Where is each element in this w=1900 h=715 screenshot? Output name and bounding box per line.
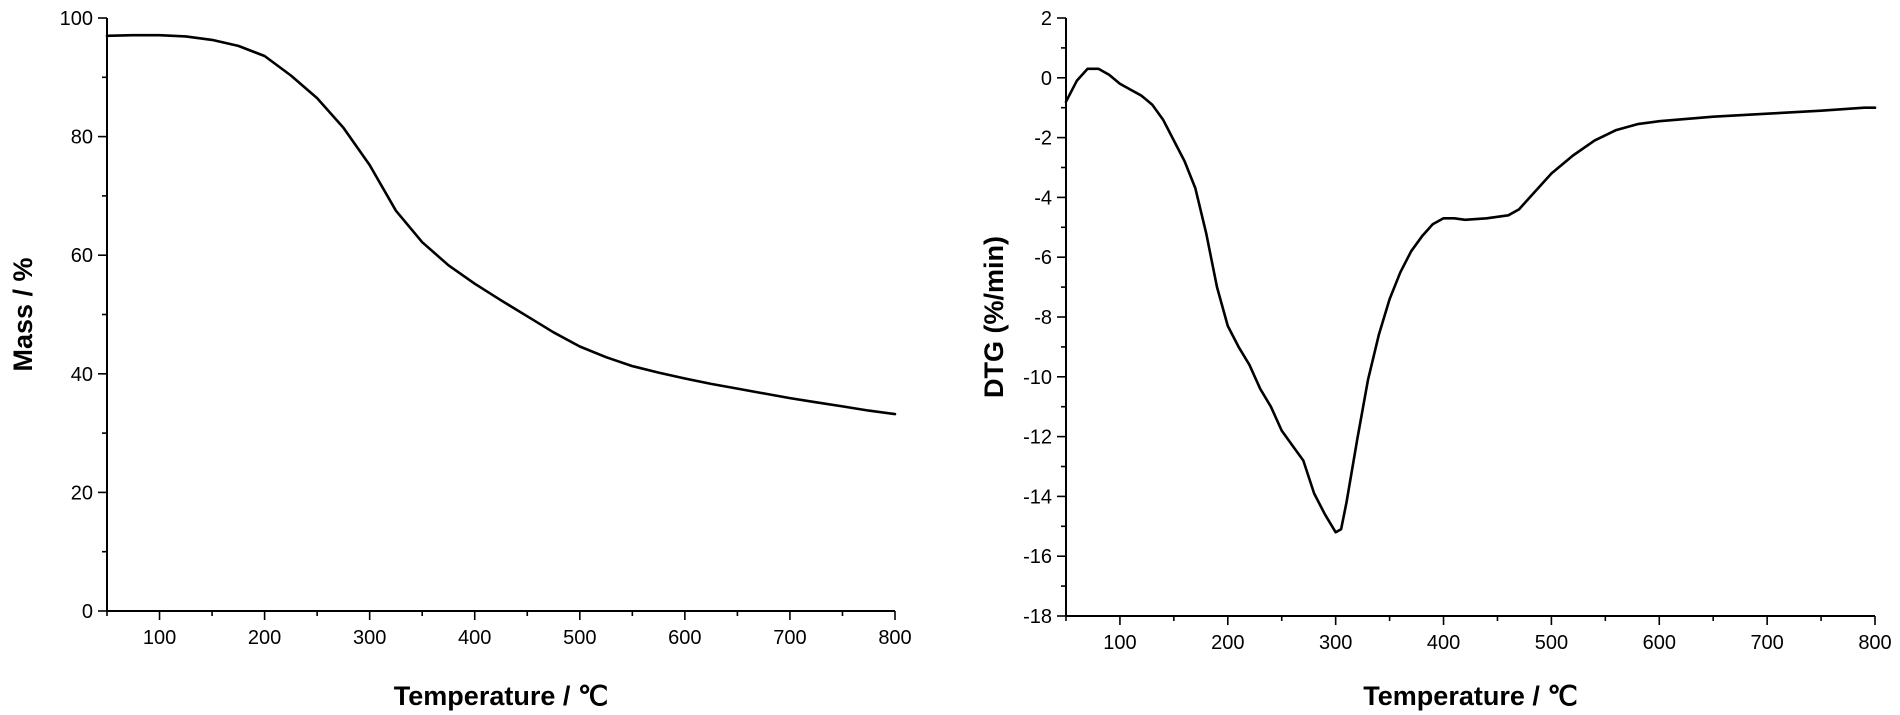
mass-y-tick-label: 80: [71, 127, 93, 149]
mass-y-tick-label: 0: [82, 601, 93, 623]
mass-x-tick-label: 500: [563, 627, 596, 649]
dtg-y-tick-label: 0: [1041, 68, 1052, 90]
mass-y-tick-label: 40: [71, 364, 93, 386]
dtg-x-tick-label: 500: [1535, 632, 1568, 654]
dtg-y-tick-label: -6: [1034, 247, 1052, 269]
mass-y-tick-label: 100: [60, 8, 93, 30]
dtg-y-tick-label: -2: [1034, 128, 1052, 150]
mass-chart: Temperature / ℃ Mass / % 100 200 300 400 500…: [8, 8, 912, 711]
dtg-x-tick-label: 300: [1319, 632, 1352, 654]
mass-x-tick-label: 100: [143, 627, 176, 649]
dtg-series-line: [1064, 67, 1877, 534]
dtg-y-tick-label: -8: [1034, 307, 1052, 329]
mass-x-tick-label: 300: [353, 627, 386, 649]
dtg-y-tick-label: -18: [1023, 606, 1052, 628]
dtg-y-tick-label: 2: [1041, 8, 1052, 30]
dtg-y-axis-title: DTG (%/min): [979, 236, 1009, 398]
dtg-x-tick-label: 100: [1103, 632, 1136, 654]
dtg-x-tick-label: 400: [1427, 632, 1460, 654]
dtg-y-tick-label: -14: [1023, 486, 1052, 508]
dtg-x-axis-title: Temperature / ℃: [1363, 681, 1577, 711]
mass-x-tick-label: 800: [878, 627, 911, 649]
mass-x-tick-label: 400: [458, 627, 491, 649]
mass-x-tick-label: 700: [773, 627, 806, 649]
dtg-x-tick-label: 600: [1643, 632, 1676, 654]
dtg-x-tick-label: 700: [1750, 632, 1783, 654]
dtg-x-tick-label: 200: [1211, 632, 1244, 654]
mass-x-tick-label: 600: [668, 627, 701, 649]
dtg-y-tick-label: -10: [1023, 367, 1052, 389]
dtg-y-tick-label: -16: [1023, 546, 1052, 568]
mass-x-axis-title: Temperature / ℃: [394, 681, 608, 711]
mass-y-tick-label: 60: [71, 245, 93, 267]
dtg-chart: Temperature / ℃ DTG (%/min) 100 200 300 400…: [979, 8, 1892, 711]
mass-series-line: [105, 33, 897, 416]
dtg-y-tick-label: -4: [1034, 187, 1052, 209]
dtg-x-tick-label: 800: [1858, 632, 1891, 654]
dtg-y-tick-label: -12: [1023, 427, 1052, 449]
mass-y-axis-title: Mass / %: [8, 257, 38, 371]
mass-y-tick-label: 20: [71, 482, 93, 504]
mass-x-tick-label: 200: [248, 627, 281, 649]
